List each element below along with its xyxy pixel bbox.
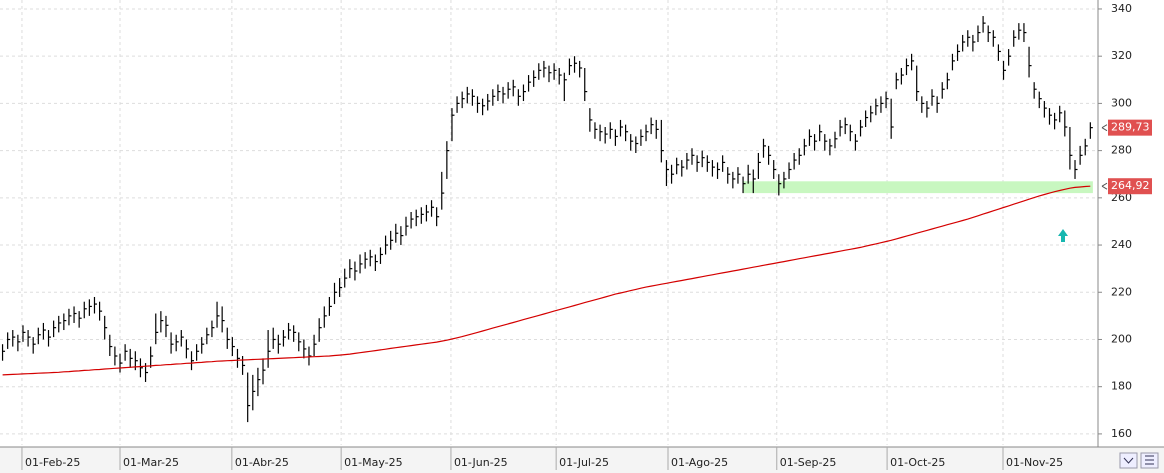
support-zone [743,181,1093,194]
x-tick-label: 01-Sep-25 [780,456,837,469]
grid [0,0,1098,445]
zoom-button[interactable] [1119,452,1138,469]
x-tick-label: 01-Jul-25 [559,456,609,469]
y-tick-label: 180 [1111,380,1132,393]
marker-label: 289,73 [1111,121,1150,134]
marker-label: 264,92 [1111,179,1150,192]
y-tick-label: 200 [1111,332,1132,345]
x-tick-label: 01-Oct-25 [890,456,945,469]
scroll-icon [1145,455,1154,465]
marker-box [1108,178,1152,195]
x-tick-label: 01-Ago-25 [671,456,728,469]
x-tick-label: 01-May-25 [344,456,402,469]
marker-pointer [1101,124,1108,132]
x-tick-label: 01-Nov-25 [1006,456,1063,469]
y-tick-label: 320 [1111,49,1132,62]
zoom-icon [1123,457,1134,464]
x-tick-label: 01-Feb-25 [25,456,80,469]
moving-average [2,185,1091,376]
x-tick-label: 01-Abr-25 [235,456,289,469]
y-tick-label: 240 [1111,238,1132,251]
x-tick-label: 01-Mar-25 [123,456,179,469]
marker-box [1108,119,1152,136]
y-tick-label: 280 [1111,144,1132,157]
y-tick-label: 160 [1111,427,1132,440]
y-tick-label: 220 [1111,285,1132,298]
y-tick-label: 340 [1111,2,1132,15]
x-tick-label: 01-Jun-25 [454,456,508,469]
marker-pointer [1101,182,1108,190]
plot [1,16,1093,423]
x-axis-strip [0,447,1164,473]
up-arrow [1058,229,1068,242]
y-tick-label: 300 [1111,96,1132,109]
